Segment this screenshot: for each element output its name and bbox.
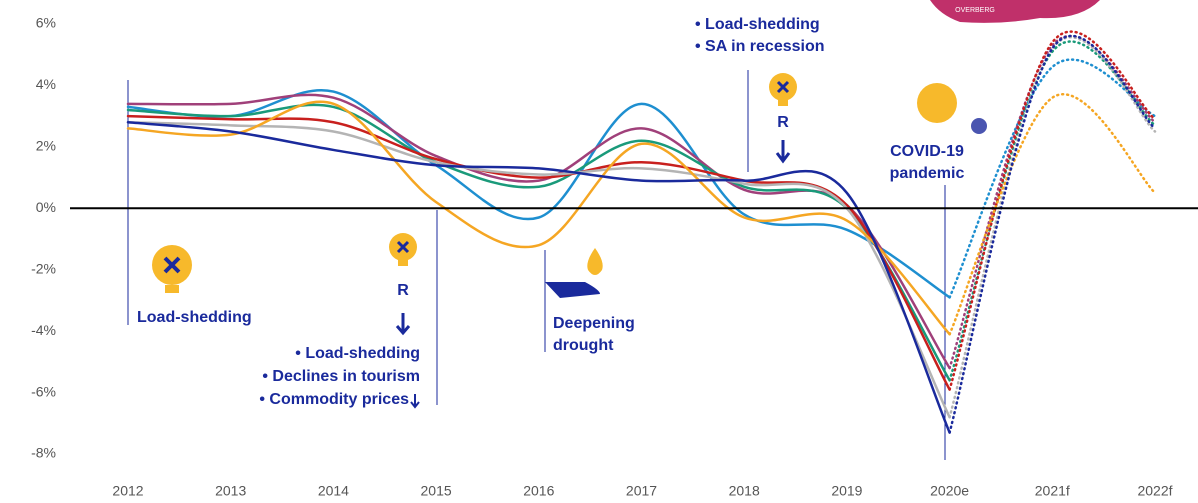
x-tick-label: 2017 xyxy=(626,483,657,499)
annotation: • SA in recession xyxy=(695,38,825,55)
bulb-icon xyxy=(389,233,417,266)
annotation: • Load-shedding xyxy=(295,345,420,362)
y-tick-label: -2% xyxy=(31,260,56,276)
annotation: R xyxy=(777,114,789,131)
forecast-line xyxy=(948,36,1157,419)
annotation: Deepening xyxy=(553,315,635,332)
y-tick-label: -6% xyxy=(31,383,56,399)
annotation: COVID-19 xyxy=(890,143,964,160)
annotation: • Load-shedding xyxy=(695,16,820,33)
down-arrow xyxy=(410,394,420,409)
bulb-icon xyxy=(769,73,797,106)
forecast-line xyxy=(948,30,1157,391)
annotation: drought xyxy=(553,337,614,354)
virus-icon xyxy=(917,83,987,134)
series-line xyxy=(126,121,951,419)
x-tick-label: 2019 xyxy=(831,483,862,499)
y-tick-label: -8% xyxy=(31,445,56,461)
forecast-line xyxy=(948,93,1157,336)
series-line xyxy=(126,121,951,434)
x-tick-label: 2012 xyxy=(112,483,143,499)
forecast-line xyxy=(948,40,1157,382)
forecast-line xyxy=(948,34,1157,434)
y-tick-label: -4% xyxy=(31,322,56,338)
map-shape xyxy=(930,0,1100,23)
annotation: R xyxy=(397,282,409,299)
x-tick-label: 2020e xyxy=(930,483,969,499)
x-tick-label: 2022f xyxy=(1137,483,1172,499)
y-tick-label: 4% xyxy=(36,76,56,92)
y-tick-label: 6% xyxy=(36,15,56,31)
bulb-icon xyxy=(152,245,192,293)
x-tick-label: 2015 xyxy=(421,483,452,499)
x-tick-label: 2021f xyxy=(1035,483,1070,499)
down-arrow xyxy=(395,313,411,336)
series-line xyxy=(126,103,951,382)
x-tick-label: 2018 xyxy=(729,483,760,499)
y-tick-label: 2% xyxy=(36,138,56,154)
series-line xyxy=(126,88,951,299)
y-tick-label: 0% xyxy=(36,199,56,215)
map-label: OVERBERG xyxy=(955,7,995,14)
x-tick-label: 2016 xyxy=(523,483,554,499)
annotation: • Commodity prices xyxy=(259,391,409,408)
x-tick-label: 2014 xyxy=(318,483,349,499)
down-arrow xyxy=(775,140,791,164)
forecast-line xyxy=(948,58,1157,299)
x-tick-label: 2013 xyxy=(215,483,246,499)
annotation: pandemic xyxy=(890,165,965,182)
annotation: Load-shedding xyxy=(137,309,252,326)
drought-icon xyxy=(545,248,603,298)
series-line xyxy=(126,100,951,336)
annotation: • Declines in tourism xyxy=(262,368,420,385)
series-line xyxy=(126,114,951,391)
